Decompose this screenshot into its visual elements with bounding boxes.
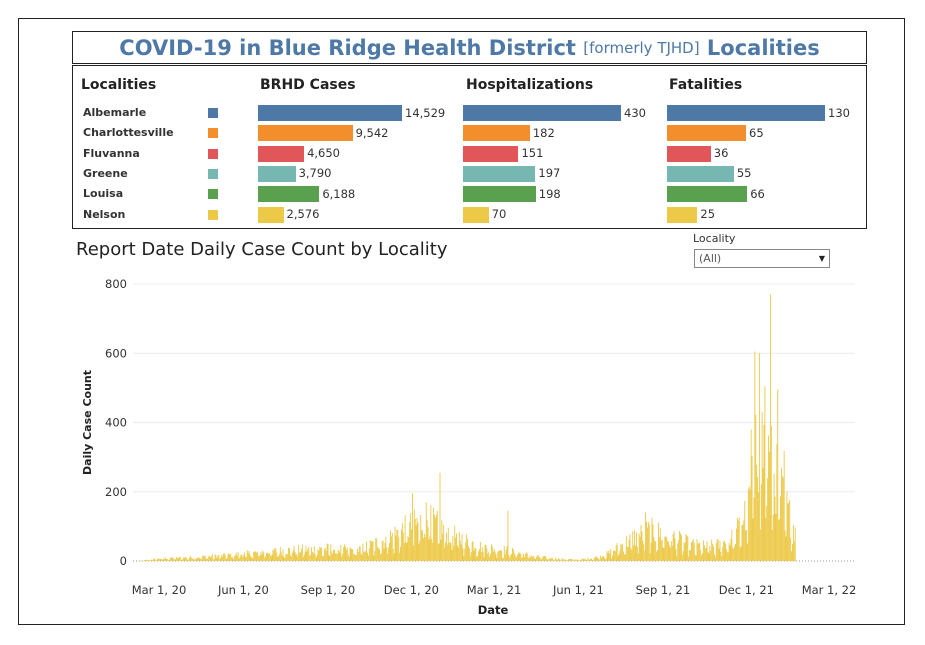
locality-label: Greene: [83, 166, 128, 180]
locality-filter-value: (All): [699, 252, 722, 265]
cases-bar: [258, 105, 402, 121]
hospitalizations-bar: [463, 206, 489, 223]
fatalities-value-label: 55: [736, 166, 752, 181]
cases-value-label: 14,529: [405, 105, 446, 120]
header-cases: BRHD Cases: [260, 77, 356, 93]
fatalities-value-label: 25: [700, 207, 716, 221]
locality-color-swatch: [208, 148, 218, 159]
locality-summary-table: Localities BRHD Cases Hospitalizations F…: [72, 65, 867, 229]
fatalities-bar: [667, 206, 698, 223]
fatalities-value-label: 36: [713, 146, 729, 161]
fatalities-value-label: 65: [749, 125, 764, 140]
cases-value-label: 6,188: [322, 186, 356, 201]
header-localities: Localities: [81, 77, 157, 93]
cases-bar: [258, 206, 284, 223]
chart-title: Report Date Daily Case Count by Locality: [76, 239, 448, 260]
fatalities-bar: [667, 165, 734, 182]
locality-label: Fluvanna: [83, 146, 140, 160]
cases-value-label: 4,650: [307, 146, 341, 161]
fatalities-value-label: 66: [750, 186, 765, 201]
locality-color-swatch: [208, 128, 218, 139]
hospitalizations-bar: [463, 145, 519, 162]
locality-label: Charlottesville: [83, 126, 174, 140]
hospitalizations-value-label: 151: [521, 146, 544, 161]
cases-value-label: 3,790: [298, 166, 332, 181]
cases-value-label: 2,576: [286, 207, 320, 221]
hospitalizations-bar: [463, 105, 621, 121]
fatalities-value-label: 130: [828, 105, 850, 120]
title-main: COVID-19 in Blue Ridge Health District: [119, 35, 584, 60]
fatalities-bar: [667, 125, 746, 142]
locality-filter-label: Locality: [693, 232, 736, 245]
cases-bar: [258, 186, 320, 203]
hospitalizations-value-label: 197: [538, 166, 561, 181]
title-end: Localities: [699, 35, 820, 60]
fatalities-bar: [667, 105, 825, 121]
hospitalizations-value-label: 182: [532, 125, 555, 140]
hospitalizations-value-label: 198: [538, 186, 561, 201]
fatalities-bar: [667, 145, 711, 162]
locality-label: Louisa: [83, 187, 124, 201]
locality-label: Nelson: [83, 207, 126, 221]
cases-value-label: 9,542: [355, 125, 389, 140]
locality-label: Albemarle: [83, 106, 147, 119]
hospitalizations-value-label: 430: [624, 105, 646, 120]
hospitalizations-bar: [463, 186, 536, 203]
locality-filter-dropdown[interactable]: (All) ▼: [694, 249, 830, 268]
hospitalizations-bar: [463, 125, 530, 142]
cases-bar: [258, 125, 353, 142]
dropdown-arrow-icon: ▼: [818, 254, 825, 263]
header-hospitalizations: Hospitalizations: [466, 77, 594, 93]
fatalities-bar: [667, 186, 748, 203]
header-fatalities: Fatalities: [669, 77, 743, 93]
dashboard-title: COVID-19 in Blue Ridge Health District […: [72, 31, 867, 64]
hospitalizations-bar: [463, 165, 536, 182]
locality-color-swatch: [208, 168, 218, 179]
dashboard-frame: [18, 18, 905, 625]
hospitalizations-value-label: 70: [491, 207, 507, 221]
locality-color-swatch: [208, 189, 218, 200]
cases-bar: [258, 145, 305, 162]
title-sub: [formerly TJHD]: [583, 38, 700, 57]
locality-color-swatch: [208, 108, 218, 118]
locality-color-swatch: [208, 209, 218, 220]
cases-bar: [258, 165, 296, 182]
